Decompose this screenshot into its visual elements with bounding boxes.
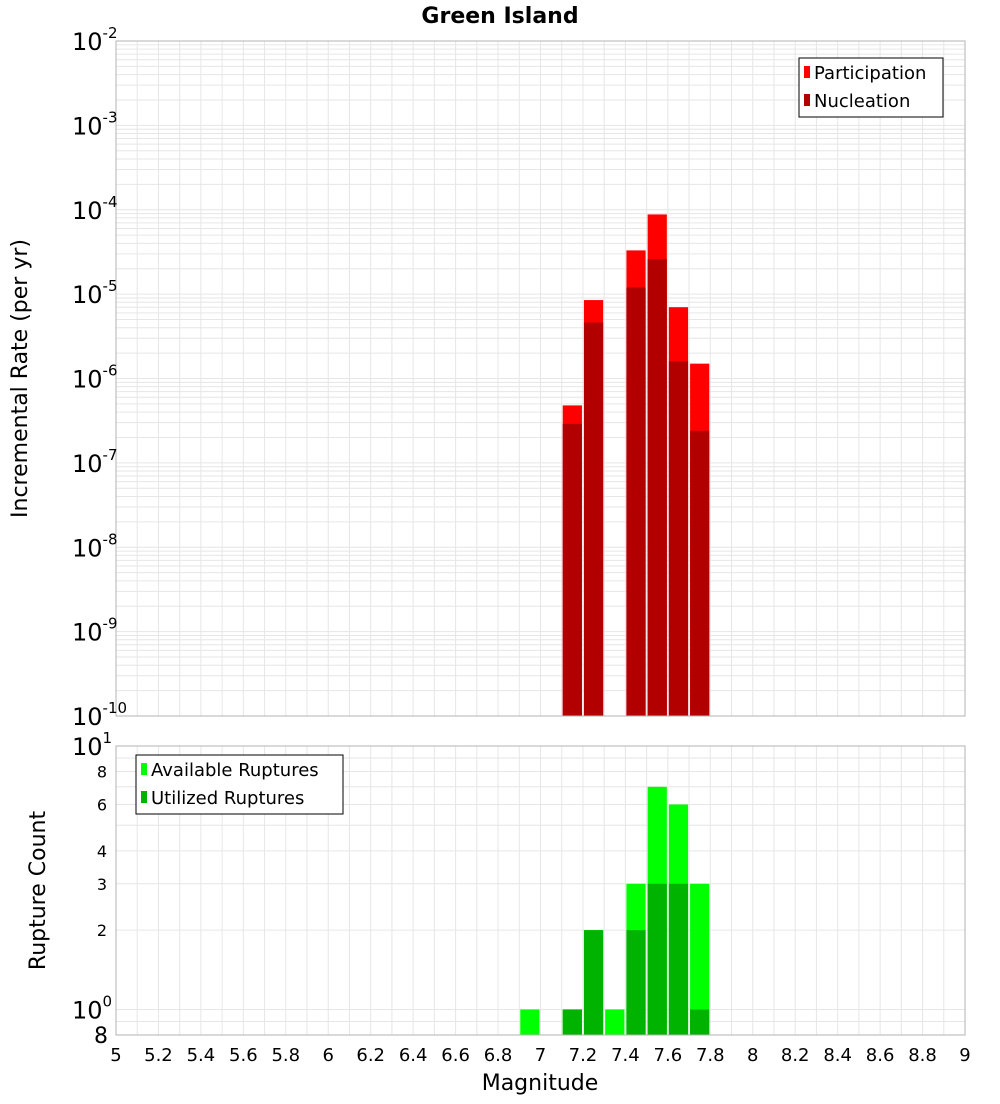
x-tick-label: 5.2	[144, 1045, 173, 1066]
plot-frame	[115, 745, 966, 1036]
y-minor-tick-label: 8	[94, 1024, 108, 1049]
y-axis-label-rate: Incremental Rate (per yr)	[8, 239, 33, 518]
y-minor-tick-label: 8	[97, 763, 107, 782]
y-tick-label: 10-10	[72, 699, 127, 731]
utilized-bar	[690, 1009, 710, 1035]
utilized-bar	[626, 930, 646, 1035]
legend-label: Utilized Ruptures	[151, 788, 304, 809]
x-tick-label: 8.6	[866, 1045, 895, 1066]
y-tick-label: 100	[72, 992, 112, 1024]
nucleation-bar	[647, 259, 667, 716]
nucleation-bar	[626, 287, 646, 716]
utilized-bar	[647, 883, 667, 1035]
y-minor-tick-label: 4	[97, 842, 107, 861]
y-tick-label: 10-6	[72, 362, 118, 394]
x-tick-label: 8	[747, 1045, 758, 1066]
utilized-bar	[583, 930, 604, 1035]
x-tick-label: 6.2	[356, 1045, 385, 1066]
legend-label: Available Ruptures	[151, 760, 319, 781]
legend-swatch	[804, 94, 810, 106]
x-tick-label: 7.8	[696, 1045, 725, 1066]
chart-title: Green Island	[421, 4, 578, 29]
y-minor-tick-label: 3	[97, 875, 107, 894]
y-tick-label: 10-9	[72, 615, 118, 647]
legend-swatch	[141, 763, 147, 775]
x-tick-label: 6.6	[441, 1045, 470, 1066]
x-tick-label: 5	[110, 1045, 121, 1066]
x-axis-ticks: 5 5.2 5.4 5.6 5.8 6 6.2 6.4 6.6 6.8 7 7.2 7.4 7.6 7.8 8…	[110, 1045, 970, 1066]
x-tick-label: 7	[535, 1045, 546, 1066]
x-tick-label: 8.8	[908, 1045, 937, 1066]
legend-swatch	[141, 791, 147, 803]
available-bar	[690, 883, 710, 1035]
y-tick-label: 10-8	[72, 530, 118, 562]
x-tick-label: 6.8	[484, 1045, 513, 1066]
legend-label: Participation	[814, 63, 926, 84]
x-tick-label: 7.4	[611, 1045, 640, 1066]
available-bar	[605, 1009, 625, 1035]
y-tick-label: 10-4	[72, 193, 118, 225]
legend-box	[798, 57, 944, 118]
utilized-bar	[668, 883, 689, 1035]
x-tick-label: 5.4	[187, 1045, 216, 1066]
available-bar	[520, 1009, 540, 1035]
x-tick-label: 7.6	[654, 1045, 683, 1066]
y-axis-label-count: Rupture Count	[26, 811, 51, 971]
y-tick-label: 10-5	[72, 277, 118, 309]
x-axis-label: Magnitude	[482, 1071, 599, 1096]
nucleation-bar	[562, 423, 582, 716]
rate-plot: 10-2 10-3 10-4 10-5 10-6 10-7 10-8 10-9 10-10 Inc…	[8, 24, 966, 731]
y-tick-label: 10-2	[72, 24, 118, 56]
plot-frame	[115, 40, 966, 717]
legend-rate: Participation Nucleation	[798, 57, 944, 118]
legend-box	[135, 754, 344, 815]
x-tick-label: 6.4	[399, 1045, 428, 1066]
nucleation-bar	[583, 322, 604, 716]
x-tick-label: 8.2	[781, 1045, 810, 1066]
x-tick-label: 8.4	[823, 1045, 852, 1066]
x-tick-label: 5.6	[229, 1045, 258, 1066]
legend-swatch	[804, 66, 810, 78]
x-tick-label: 9	[959, 1045, 970, 1066]
y-tick-label: 10-7	[72, 446, 118, 478]
y-minor-tick-label: 6	[97, 795, 107, 814]
y-tick-label: 101	[72, 729, 112, 761]
x-tick-label: 7.2	[569, 1045, 598, 1066]
y-minor-tick-label: 2	[97, 921, 107, 940]
x-tick-label: 6	[323, 1045, 334, 1066]
y-tick-label: 10-3	[72, 108, 118, 140]
legend-count: Available Ruptures Utilized Ruptures	[135, 754, 344, 815]
nucleation-bar	[690, 430, 710, 716]
utilized-bar	[562, 1009, 582, 1035]
nucleation-bar	[668, 361, 689, 716]
x-tick-label: 5.8	[271, 1045, 300, 1066]
legend-label: Nucleation	[814, 91, 910, 112]
